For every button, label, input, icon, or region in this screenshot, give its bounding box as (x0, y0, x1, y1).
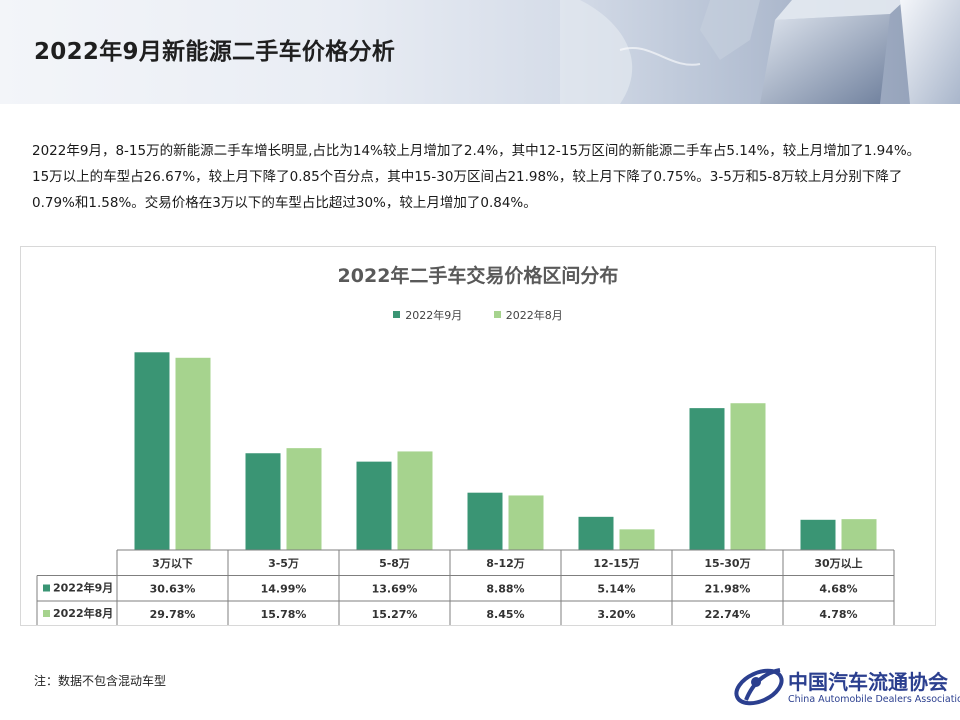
category-label-6: 30万以上 (814, 556, 862, 570)
legend-swatch-sep (393, 311, 401, 318)
chart-plot: 3万以下 3-5万 5-8万 8-12万 12-15万 15-30万 30万以上 2022年9… (36, 352, 895, 625)
table-value-sep-1: 14.99% (261, 583, 307, 596)
table-row-swatch-aug (43, 610, 50, 617)
cada-logo-mark (734, 668, 784, 706)
bar-aug-4 (619, 529, 655, 550)
table-value-sep-6: 4.68% (819, 583, 857, 596)
bar-aug-5 (730, 403, 766, 550)
table-value-sep-2: 13.69% (372, 583, 418, 596)
bar-aug-6 (841, 519, 877, 550)
bar-aug-1 (286, 448, 322, 550)
table-value-sep-0: 30.63% (150, 583, 196, 596)
logo-name-cn: 中国汽车流通协会 (788, 670, 948, 694)
table-value-aug-2: 15.27% (372, 608, 418, 621)
bar-aug-0 (175, 357, 211, 550)
footnote: 注：数据不包含混动车型 (34, 674, 167, 688)
logo-name-en: China Automobile Dealers Association (788, 694, 960, 705)
table-row-swatch-sep (43, 584, 50, 592)
category-label-3: 8-12万 (486, 557, 525, 570)
cada-logo: 中国汽车流通协会 China Automobile Dealers Associ… (732, 660, 960, 714)
bar-sep-4 (578, 516, 614, 550)
bar-sep-2 (356, 461, 392, 550)
legend-swatch-aug (493, 311, 501, 318)
chart-title: 2022年二手车交易价格区间分布 (337, 265, 619, 287)
bar-sep-0 (134, 352, 170, 550)
chart-container: 2022年二手车交易价格区间分布 2022年9月 2022年8月 3万以下 3-5… (20, 246, 936, 626)
legend-item-sep: 2022年9月 (393, 307, 462, 323)
table-value-aug-5: 22.74% (705, 608, 751, 621)
legend-label-aug: 2022年8月 (505, 309, 563, 322)
table-value-aug-0: 29.78% (150, 608, 196, 621)
category-label-5: 15-30万 (704, 557, 750, 570)
table-value-aug-3: 8.45% (486, 608, 524, 621)
category-label-0: 3万以下 (152, 557, 193, 570)
bar-sep-5 (689, 408, 725, 550)
chart-legend: 2022年9月 2022年8月 (21, 307, 935, 323)
category-label-4: 12-15万 (593, 557, 639, 570)
legend-label-sep: 2022年9月 (405, 309, 463, 322)
category-label-1: 3-5万 (268, 557, 299, 570)
page-title: 2022年9月新能源二手车价格分析 (34, 39, 396, 65)
bar-aug-2 (397, 451, 433, 550)
table-row-label-sep: 2022年9月 (53, 581, 113, 595)
legend-item-aug: 2022年8月 (493, 307, 563, 323)
table-value-aug-4: 3.20% (597, 608, 635, 621)
banner-decoration (560, 0, 960, 104)
bar-sep-1 (245, 453, 281, 550)
intro-paragraph: 2022年9月，8-15万的新能源二手车增长明显,占比为14%较上月增加了2.4… (32, 143, 921, 211)
table-row-label-aug: 2022年8月 (53, 606, 113, 620)
bar-aug-3 (508, 495, 544, 550)
table-value-sep-3: 8.88% (486, 583, 524, 596)
bar-sep-6 (800, 519, 836, 550)
table-value-aug-1: 15.78% (261, 608, 307, 621)
category-label-2: 5-8万 (379, 557, 410, 570)
table-value-sep-4: 5.14% (597, 583, 635, 596)
table-value-aug-6: 4.78% (819, 608, 857, 621)
table-value-sep-5: 21.98% (705, 583, 751, 596)
bar-sep-3 (467, 492, 503, 550)
header-banner: 2022年9月新能源二手车价格分析 (0, 0, 960, 104)
